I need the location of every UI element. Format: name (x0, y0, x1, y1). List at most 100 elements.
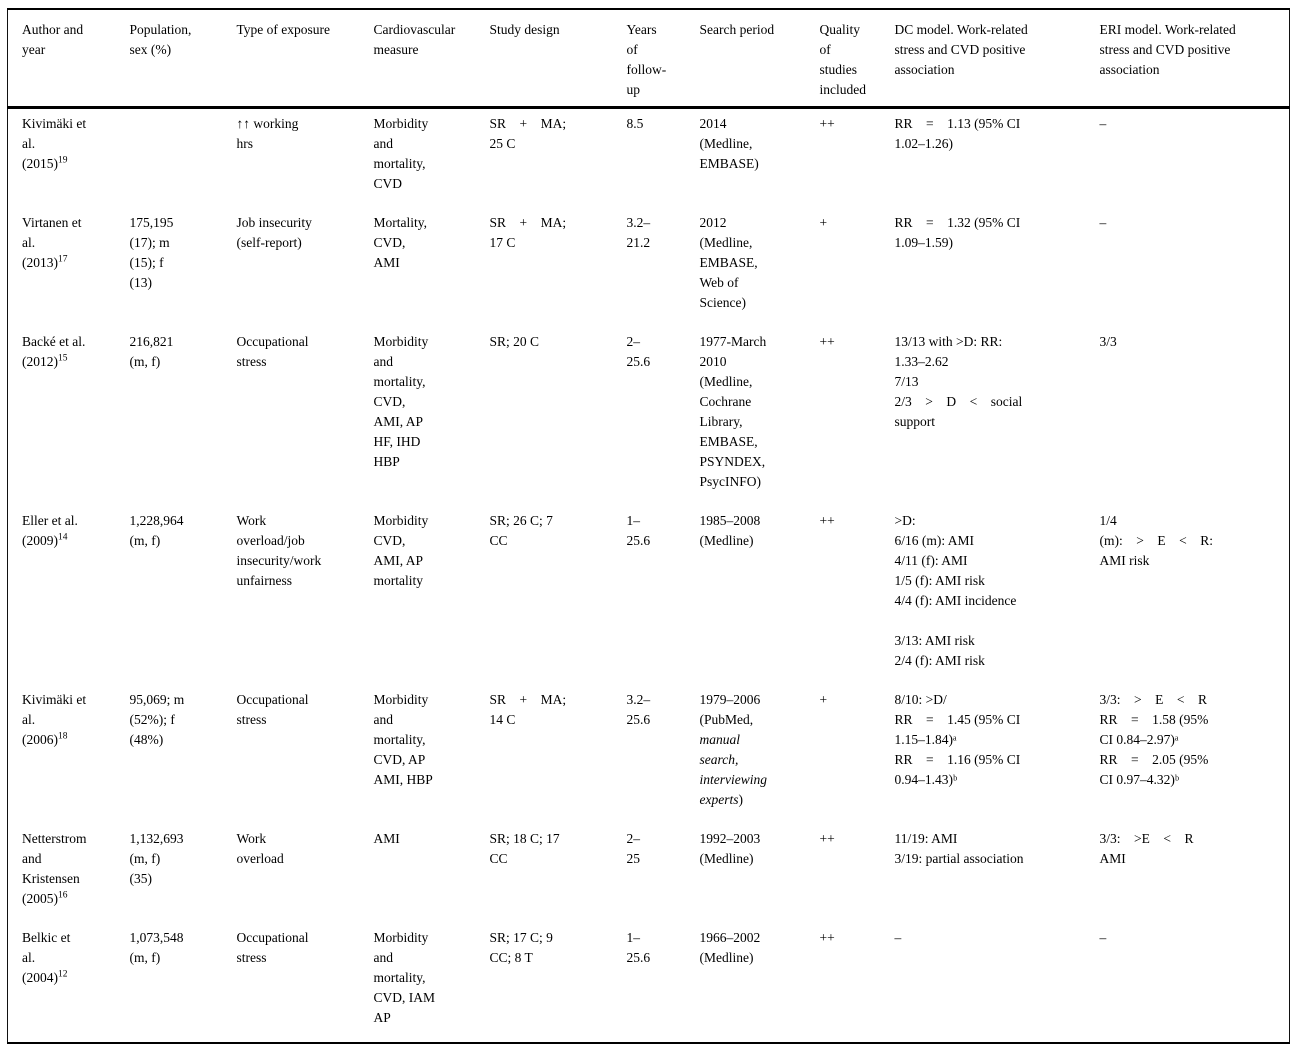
cell-search-period: 1977-March 2010 (Medline, Cochrane Libra… (699, 334, 767, 489)
cell-quality: ++ (819, 831, 835, 846)
author-text: Kivimäki et al. (2015) (22, 116, 87, 171)
cell-dc-model: >D: 6/16 (m): AMI 4/11 (f): AMI 1/5 (f):… (894, 513, 1017, 668)
cell-dc-model: 8/10: >D/ RR = 1.45 (95% CI 1.15–1.84)ᵃ … (894, 692, 1021, 787)
cell-study-design: SR; 20 C (489, 334, 540, 349)
cell-cv-measure: Morbidity and mortality, CVD, AMI, AP HF… (373, 334, 429, 469)
cell-search-period: 1979–2006 (PubMed, manual search, interv… (686, 685, 806, 824)
table-row: Virtanen et al. (2013)17 175,195 (17); m… (8, 208, 1290, 327)
cell-author: Virtanen et al. (2013)17 (8, 208, 116, 327)
cell-quality: ++ (819, 513, 835, 528)
table-row: Kivimäki et al. (2015)19 ↑↑ working hrs … (8, 108, 1290, 209)
cell-population: 175,195 (17); m (15); f (13) (129, 215, 174, 290)
cell-study-design: SR + MA; 17 C (489, 215, 567, 250)
cell-dc-model: RR = 1.13 (95% CI 1.02–1.26) (894, 116, 1021, 151)
cell-author: Kivimäki et al. (2006)18 (8, 685, 116, 824)
cell-quality: + (819, 692, 828, 707)
column-header-author-year: Author and year (7, 9, 116, 109)
cell-exposure: Occupational stress (236, 692, 309, 727)
cell-dc-model: 11/19: AMI 3/19: partial association (894, 831, 1024, 866)
cell-quality: ++ (819, 116, 835, 131)
column-header-eri-model: ERI model. Work-related stress and CVD p… (1085, 9, 1290, 109)
cell-eri-model: – (1099, 116, 1107, 131)
author-text: Virtanen et al. (2013) (22, 215, 82, 270)
cell-followup: 1– 25.6 (626, 513, 651, 548)
cell-cv-measure: Morbidity and mortality, CVD, AP AMI, HB… (373, 692, 433, 787)
cell-cv-measure: AMI (373, 831, 400, 846)
table-row: Eller et al. (2009)14 1,228,964 (m, f) W… (8, 506, 1290, 685)
column-header-years-followup: Years of follow- up (612, 9, 686, 109)
reference-superscript: 16 (58, 890, 68, 901)
cell-author: Eller et al. (2009)14 (8, 506, 116, 685)
cell-followup: 3.2– 25.6 (626, 692, 651, 727)
column-header-quality: Quality of studies included (805, 9, 881, 109)
search-period-italic-text: manual search, interviewing experts (699, 732, 768, 807)
reference-superscript: 14 (58, 532, 68, 543)
reference-superscript: 12 (58, 969, 68, 980)
cell-search-period: 2014 (Medline, EMBASE) (699, 116, 759, 171)
column-header-type-of-exposure: Type of exposure (222, 9, 360, 109)
column-header-dc-model: DC model. Work-related stress and CVD po… (880, 9, 1086, 109)
cell-population (116, 108, 223, 209)
cell-dc-model: 13/13 with >D: RR: 1.33–2.62 7/13 2/3 > … (894, 334, 1023, 429)
cell-study-design: SR + MA; 25 C (489, 116, 567, 151)
cell-exposure: Job insecurity (self-report) (236, 215, 312, 250)
systematic-reviews-table: Author and year Population, sex (%) Type… (7, 8, 1290, 1044)
cell-eri-model: – (1099, 215, 1107, 230)
cell-study-design: SR; 18 C; 17 CC (489, 831, 560, 866)
cell-author: Kivimäki et al. (2015)19 (8, 108, 116, 209)
cell-search-period: 1966–2002 (Medline) (699, 930, 761, 965)
column-header-study-design: Study design (475, 9, 613, 109)
cell-cv-measure: Morbidity CVD, AMI, AP mortality (373, 513, 429, 588)
cell-population: 216,821 (m, f) (129, 334, 174, 369)
cell-exposure: Work overload (236, 831, 284, 866)
table-row: Belkic et al. (2004)12 1,073,548 (m, f) … (8, 923, 1290, 1043)
cell-eri-model: 3/3 (1099, 334, 1117, 349)
cell-eri-model: – (1099, 930, 1107, 945)
cell-eri-model: 3/3: > E < R RR = 1.58 (95% CI 0.84–2.97… (1099, 692, 1209, 787)
cell-population: 1,228,964 (m, f) (129, 513, 184, 548)
author-text: Backé et al. (2012) (22, 334, 86, 369)
cell-author: Backé et al. (2012)15 (8, 327, 116, 506)
author-text: Netterstrom and Kristensen (2005) (22, 831, 87, 906)
cell-dc-model: – (894, 930, 902, 945)
paper-table-page: Author and year Population, sex (%) Type… (0, 8, 1297, 1044)
column-header-search-period: Search period (685, 9, 806, 109)
cell-followup: 2– 25.6 (626, 334, 651, 369)
cell-quality: ++ (819, 334, 835, 349)
search-period-text: 1979–2006 (PubMed, (699, 692, 761, 727)
search-period-closing: ) (738, 792, 743, 807)
reference-superscript: 15 (58, 353, 68, 364)
cell-search-period: 1985–2008 (Medline) (699, 513, 761, 548)
cell-population: 1,132,693 (m, f) (35) (129, 831, 184, 886)
cell-cv-measure: Morbidity and mortality, CVD, IAM AP (373, 930, 436, 1025)
cell-cv-measure: Mortality, CVD, AMI (373, 215, 428, 270)
cell-author: Belkic et al. (2004)12 (8, 923, 116, 1043)
author-text: Eller et al. (2009) (22, 513, 78, 548)
cell-quality: ++ (819, 930, 835, 945)
column-header-population-sex: Population, sex (%) (115, 9, 223, 109)
cell-dc-model: RR = 1.32 (95% CI 1.09–1.59) (894, 215, 1021, 250)
cell-followup: 8.5 (626, 116, 644, 131)
cell-followup: 1– 25.6 (626, 930, 651, 965)
cell-exposure: Work overload/job insecurity/work unfair… (236, 513, 322, 588)
cell-exposure: Occupational stress (236, 930, 309, 965)
cell-population: 1,073,548 (m, f) (129, 930, 184, 965)
cell-author: Netterstrom and Kristensen (2005)16 (8, 824, 116, 923)
cell-study-design: SR; 17 C; 9 CC; 8 T (489, 930, 553, 965)
reference-superscript: 19 (58, 155, 68, 166)
cell-exposure: ↑↑ working hrs (236, 116, 299, 151)
header-row: Author and year Population, sex (%) Type… (7, 9, 1290, 109)
cell-cv-measure: Morbidity and mortality, CVD (373, 116, 429, 191)
table-row: Kivimäki et al. (2006)18 95,069; m (52%)… (8, 685, 1290, 824)
cell-population: 95,069; m (52%); f (48%) (129, 692, 185, 747)
cell-exposure: Occupational stress (236, 334, 309, 369)
cell-search-period: 2012 (Medline, EMBASE, Web of Science) (699, 215, 758, 310)
cell-study-design: SR; 26 C; 7 CC (489, 513, 553, 548)
cell-eri-model: 3/3: >E < R AMI (1099, 831, 1194, 866)
reference-superscript: 17 (58, 254, 68, 265)
reference-superscript: 18 (58, 731, 68, 742)
table-row: Backé et al. (2012)15 216,821 (m, f) Occ… (8, 327, 1290, 506)
cell-search-period: 1992–2003 (Medline) (699, 831, 761, 866)
cell-followup: 2– 25 (626, 831, 641, 866)
cell-followup: 3.2– 21.2 (626, 215, 651, 250)
